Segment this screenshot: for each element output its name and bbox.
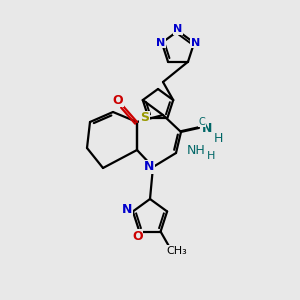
Text: N: N bbox=[144, 160, 154, 173]
Text: NH: NH bbox=[187, 145, 206, 158]
Text: O: O bbox=[132, 230, 143, 243]
Text: N: N bbox=[122, 203, 132, 216]
Text: S: S bbox=[140, 111, 149, 124]
Text: N: N bbox=[173, 24, 183, 34]
Text: H: H bbox=[207, 151, 215, 161]
Text: N: N bbox=[202, 122, 212, 136]
Text: CH₃: CH₃ bbox=[166, 246, 187, 256]
Text: C: C bbox=[199, 117, 206, 127]
Text: H: H bbox=[213, 131, 223, 145]
Text: N: N bbox=[190, 38, 200, 48]
Text: O: O bbox=[113, 94, 123, 106]
Text: N: N bbox=[156, 38, 166, 48]
